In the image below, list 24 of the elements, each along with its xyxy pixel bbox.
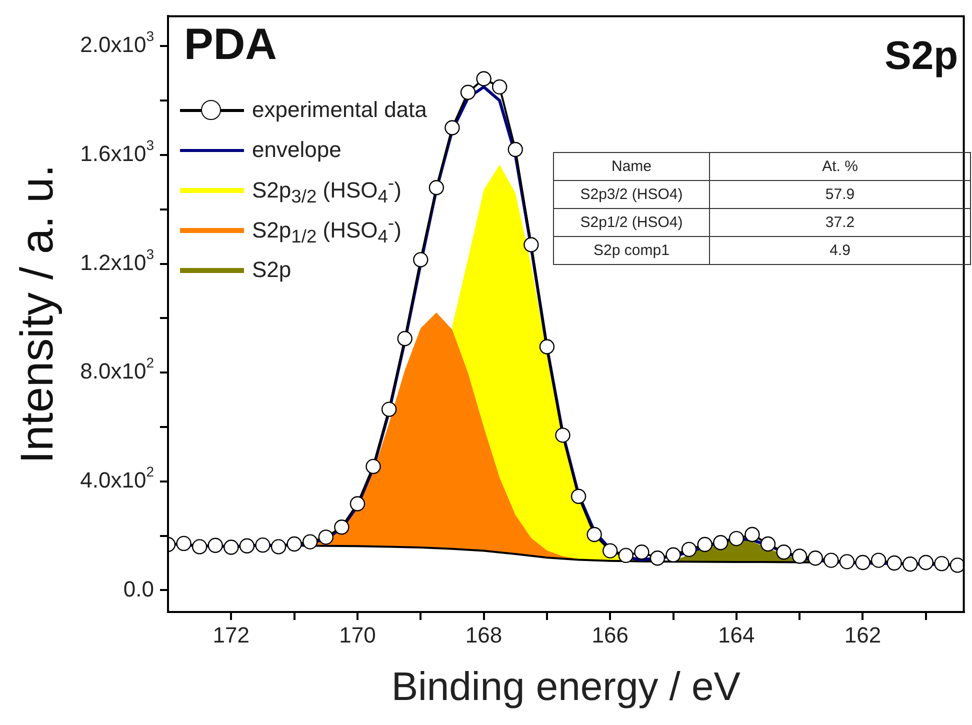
x-tick-label: 162	[844, 622, 882, 648]
x-axis-title: Binding energy / eV	[391, 665, 741, 710]
annotation: Name	[554, 152, 710, 180]
annotation: 57.9	[710, 180, 970, 208]
x-tick-label: 170	[339, 622, 376, 648]
annotation: S2p3/2 (HSO4)	[554, 180, 710, 208]
legend-label: S2p	[252, 257, 292, 283]
x-tick-label: 172	[212, 622, 250, 648]
y-tick-label: 0.0	[123, 576, 154, 602]
annotation: At. %	[710, 152, 970, 180]
chart-subtitle: S2p	[884, 34, 958, 79]
x-tick-label: 168	[465, 622, 502, 648]
legend-label: envelope	[252, 137, 342, 163]
legend-label: S2p$_{3/2}$ (HSO$_{4}$$^{-}$)	[252, 172, 402, 208]
annotation: S2p1/2 (HSO4)	[554, 208, 710, 236]
legend-label: S2p$_{1/2}$ (HSO$_{4}$$^{-}$)	[252, 212, 402, 248]
x-tick-label: 166	[592, 622, 628, 648]
chart-title: PDA	[184, 20, 277, 70]
annotation: 37.2	[710, 208, 970, 236]
annotation: 4.9	[710, 236, 970, 264]
annotation: S2p comp1	[554, 236, 710, 264]
legend-label: experimental data	[252, 97, 427, 123]
y-axis-title: Intensity / a. u.	[10, 164, 62, 464]
x-tick-label: 164	[718, 622, 755, 648]
